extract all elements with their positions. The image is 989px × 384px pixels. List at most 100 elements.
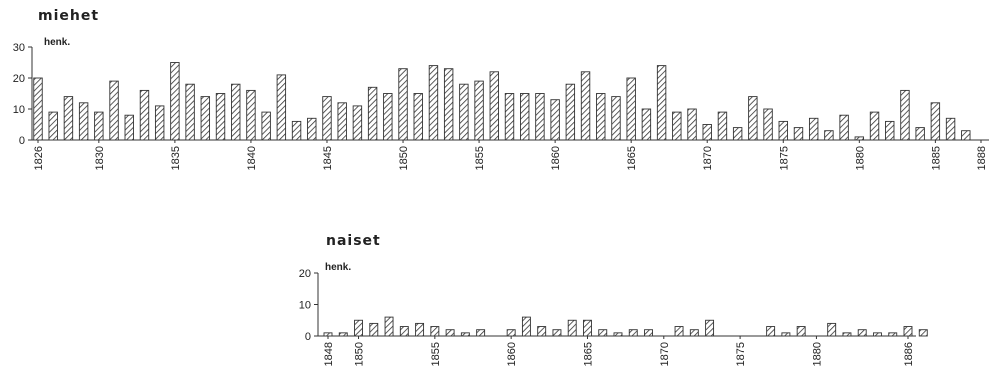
bar-1845 (322, 96, 332, 141)
x-tick-label-1830: 1830 (94, 146, 106, 170)
x-tick-label-1886: 1886 (903, 342, 915, 366)
bar-1873 (748, 96, 758, 141)
bar-1830 (94, 111, 104, 141)
bar-1881 (869, 111, 880, 141)
bar-1866 (641, 108, 652, 141)
bar-1851 (369, 322, 379, 337)
x-tick-label-1850: 1850 (354, 342, 366, 366)
bar-1834 (154, 105, 165, 141)
bar-1848 (323, 332, 333, 337)
bar-1875 (778, 120, 788, 141)
bar-1854 (459, 83, 469, 141)
y-tick-label: 30 (13, 42, 25, 54)
x-tick-label-1880: 1880 (854, 146, 866, 170)
bar-1883 (857, 329, 867, 337)
bar-1866 (598, 329, 608, 337)
bar-1853 (443, 68, 454, 141)
bar-1878 (824, 130, 834, 141)
bar-1878 (781, 332, 791, 337)
bar-1827 (48, 111, 58, 141)
bar-1857 (504, 93, 515, 141)
y-tick-label: 0 (19, 135, 25, 147)
bar-1871 (717, 111, 728, 141)
bar-1879 (796, 326, 806, 337)
bar-1864 (611, 96, 621, 141)
bar-1849 (383, 93, 393, 141)
x-tick-label-1880: 1880 (811, 342, 823, 366)
chart-men: miehet henk. 0 10 20 30 1826 1830 1835 1840 184… (13, 8, 989, 170)
y-tick-label: 20 (299, 268, 311, 280)
bar-1863 (596, 93, 606, 141)
bar-1884 (873, 332, 882, 337)
bar-1882 (842, 332, 852, 337)
bar-1862 (537, 326, 547, 337)
bar-1849 (338, 332, 348, 337)
bar-1859 (535, 93, 545, 141)
bar-1850 (398, 68, 408, 141)
x-tick-label-1826: 1826 (33, 146, 45, 170)
bar-1883 (900, 89, 910, 141)
bar-1854 (415, 322, 425, 337)
bar-1884 (915, 127, 925, 141)
chart-men-x-axis: 1826 1830 1835 1840 1845 1850 1855 1860 1865 1870… (33, 140, 988, 170)
bar-1857 (460, 332, 470, 337)
chart-women: naiset henk. 0 10 20 1848 1850 1855 1860 1865 1… (299, 233, 928, 366)
x-tick-label-1855: 1855 (474, 146, 486, 170)
bar-1861 (521, 316, 531, 337)
bar-1885 (888, 332, 898, 337)
bar-1877 (766, 326, 776, 337)
bar-1835 (170, 62, 180, 141)
bar-1863 (552, 329, 562, 337)
bar-1851 (413, 93, 423, 141)
bar-1865 (626, 77, 636, 141)
bar-1882 (885, 120, 895, 141)
bar-1886 (945, 117, 956, 141)
bar-1831 (109, 80, 119, 141)
bar-1847 (352, 105, 363, 141)
x-tick-label-1870: 1870 (659, 342, 671, 366)
bar-1841 (261, 111, 271, 141)
bar-1887 (961, 130, 971, 141)
bar-1850 (354, 319, 363, 337)
bar-1879 (839, 114, 849, 141)
bar-1852 (384, 316, 394, 337)
bar-1842 (276, 74, 287, 141)
bar-1869 (644, 329, 653, 337)
bar-1832 (124, 114, 134, 141)
bar-1874 (763, 108, 773, 141)
bar-1836 (185, 83, 195, 141)
x-tick-label-1860: 1860 (550, 146, 562, 170)
y-tick-label: 10 (13, 104, 25, 116)
chart-women-unit-label: henk. (325, 262, 351, 273)
x-tick-label-1848: 1848 (323, 342, 335, 366)
x-tick-label-1870: 1870 (702, 146, 714, 170)
bar-1861 (565, 83, 576, 141)
chart-women-x-axis: 1848 1850 1855 1860 1865 1870 1875 1880 1886 (323, 336, 915, 366)
bar-1881 (827, 322, 837, 337)
bar-1869 (687, 108, 697, 141)
y-tick-label: 0 (305, 331, 311, 343)
x-tick-label-1888: 1888 (976, 146, 988, 170)
bar-1864 (567, 319, 577, 337)
bar-1856 (489, 71, 499, 141)
bar-1829 (78, 102, 89, 141)
x-tick-label-1835: 1835 (170, 146, 182, 170)
bar-1839 (231, 83, 241, 141)
bar-1848 (367, 86, 378, 141)
x-tick-label-1845: 1845 (322, 146, 334, 170)
x-tick-label-1860: 1860 (506, 342, 518, 366)
chart-women-title: naiset (326, 233, 381, 249)
x-tick-label-1865: 1865 (582, 342, 594, 366)
x-tick-label-1885: 1885 (930, 146, 942, 170)
bar-1858 (476, 329, 486, 337)
bar-1855 (430, 326, 440, 337)
bar-1867 (613, 332, 623, 337)
x-tick-label-1850: 1850 (398, 146, 410, 170)
bar-1833 (139, 89, 150, 141)
y-tick-label: 10 (299, 300, 311, 312)
y-tick-label: 20 (13, 73, 25, 85)
bar-1868 (672, 111, 682, 141)
x-tick-label-1855: 1855 (430, 342, 442, 366)
bar-1886 (903, 326, 913, 337)
bar-1872 (732, 127, 743, 141)
